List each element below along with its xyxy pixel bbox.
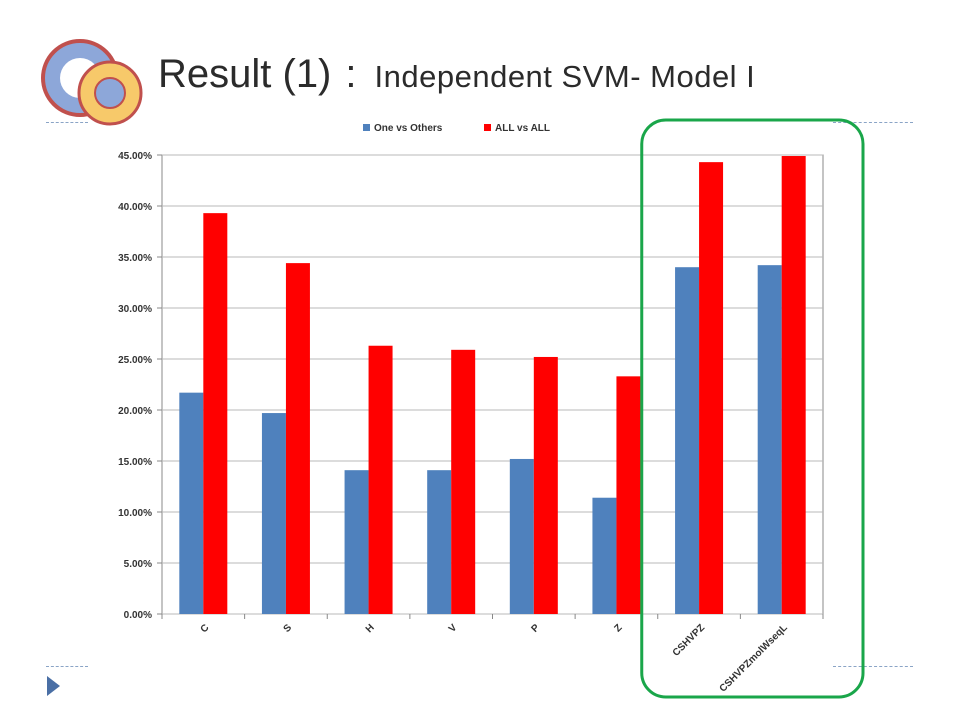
y-tick-label: 10.00% <box>118 508 152 519</box>
bar-all-vs-all <box>699 162 724 614</box>
y-tick-label: 15.00% <box>118 457 152 468</box>
slide-bullet-icon <box>47 676 60 696</box>
bar-one-vs-others <box>261 413 286 614</box>
slide-title: Result (1): Independent SVM- Model I <box>158 52 755 97</box>
y-tick-label: 30.00% <box>118 304 152 315</box>
legend-swatch <box>363 124 370 131</box>
bar-all-vs-all <box>533 356 558 614</box>
bar-one-vs-others <box>179 392 204 614</box>
x-category-label: Z <box>612 622 624 634</box>
y-tick-label: 35.00% <box>118 253 152 264</box>
highlight-box <box>640 118 865 699</box>
x-category-label: C <box>199 622 212 635</box>
bar-all-vs-all <box>616 376 641 614</box>
logo-rings-icon <box>41 39 143 126</box>
bottom-divider-right <box>833 666 913 667</box>
bar-one-vs-others <box>344 470 369 614</box>
bottom-divider-left <box>46 666 88 667</box>
y-tick-label: 25.00% <box>118 355 152 366</box>
y-tick-label: 45.00% <box>118 151 152 162</box>
legend-label: One vs Others <box>374 123 443 134</box>
x-category-label: CSHVPZ <box>671 622 707 658</box>
bar-all-vs-all <box>285 263 310 614</box>
bar-one-vs-others <box>675 267 700 614</box>
y-tick-label: 0.00% <box>124 610 152 621</box>
legend-swatch <box>484 124 491 131</box>
bar-one-vs-others <box>757 265 782 614</box>
bar-all-vs-all <box>451 349 476 614</box>
bar-one-vs-others <box>427 470 452 614</box>
slide-subtitle: Independent SVM- Model I <box>374 59 756 94</box>
plot-area <box>161 154 824 615</box>
bar-one-vs-others <box>592 497 617 614</box>
x-category-label: S <box>282 622 295 635</box>
legend-label: ALL vs ALL <box>495 123 550 134</box>
top-divider-left <box>46 122 88 123</box>
x-category-label: V <box>447 622 460 635</box>
slide-title-separator: : <box>345 52 357 96</box>
x-category-label: H <box>364 622 377 635</box>
bar-one-vs-others <box>509 458 534 614</box>
bar-all-vs-all <box>203 213 228 614</box>
top-divider-right <box>833 122 913 123</box>
bar-all-vs-all <box>368 345 393 614</box>
y-tick-label: 5.00% <box>124 559 152 570</box>
slide-title-main: Result (1) <box>158 52 332 96</box>
bar-all-vs-all <box>781 156 806 614</box>
y-tick-label: 40.00% <box>118 202 152 213</box>
x-category-label: CSHVPZmolWseqL <box>718 622 790 694</box>
x-category-label: P <box>529 622 542 635</box>
y-tick-label: 20.00% <box>118 406 152 417</box>
